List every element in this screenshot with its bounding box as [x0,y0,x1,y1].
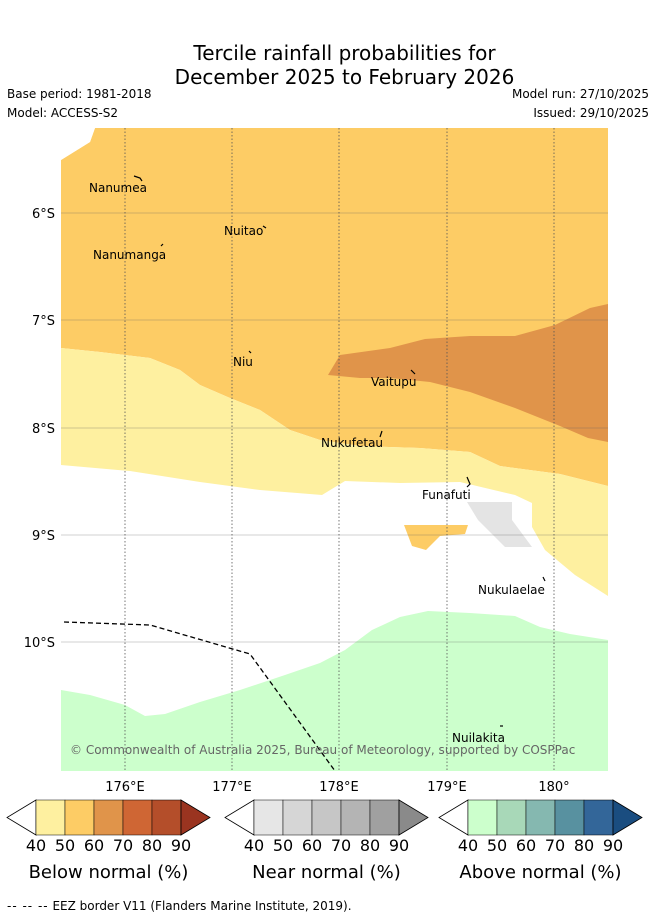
colorbar-above-segment [467,799,498,836]
eez-border [63,621,336,771]
chart-title-line1: Tercile rainfall probabilities for [193,41,496,65]
colorbar-label-above: Above normal (%) [459,862,622,883]
colorbar-above-tick: 40 [457,836,479,855]
colorbar-above-segment [496,799,527,836]
colorbar-label-near: Near normal (%) [252,862,401,883]
colorbars [6,799,643,836]
place-nuilakita: Nuilakita [452,731,505,745]
island-marks [133,175,546,727]
eez-legend-symbol: -- -- -- [7,899,49,913]
colorbar-above-segment [525,799,556,836]
lat-label-9s: 9°S [32,529,55,544]
colorbar-near-tick: 90 [388,836,410,855]
colorbar-below-min-extension [6,799,37,836]
place-nanumanga: Nanumanga [93,248,166,262]
colorbar-below-segment [151,799,182,836]
colorbar-above-max-extension [612,799,643,836]
base-period: Base period: 1981-2018 [7,87,152,101]
chart-title-line2: December 2025 to February 2026 [174,65,515,89]
colorbar-above-tick: 80 [573,836,595,855]
lon-gridlines [124,128,555,771]
colorbar-above-tick: 70 [544,836,566,855]
colorbar-near-max-extension [398,799,429,836]
colorbar-near-min-extension [224,799,255,836]
place-nukufetau: Nukufetau [321,436,383,450]
colorbar-below-max-extension [180,799,211,836]
lat-labels: 6°S 7°S 8°S 9°S 10°S [24,207,55,651]
colorbar-near-tick: 70 [330,836,352,855]
colorbar-below-segment [93,799,124,836]
colorbar-below-segment [122,799,153,836]
region-near-normal-40 [467,502,532,547]
colorbar-below-tick: 80 [141,836,163,855]
place-nanumea: Nanumea [89,181,147,195]
lat-label-6s: 6°S [32,207,55,222]
colorbar-below-tick: 40 [25,836,47,855]
copyright-notice: © Commonwealth of Australia 2025, Bureau… [70,743,575,757]
place-funafuti: Funafuti [422,488,471,502]
colorbar-near-segment [282,799,313,836]
colorbar-below-tick: 60 [83,836,105,855]
colorbar-near-segment [253,799,284,836]
model-name: Model: ACCESS-S2 [7,106,119,120]
place-niu: Niu [233,355,253,369]
lon-label-179e: 179°E [427,780,467,795]
lon-label-178e: 178°E [319,780,359,795]
lat-label-7s: 7°S [32,314,55,329]
place-nuitao: Nuitao [224,224,263,238]
colorbar-label-below: Below normal (%) [28,862,189,883]
colorbar-below-tick: 90 [170,836,192,855]
colorbar-above-min-extension [438,799,469,836]
place-nukulaelae: Nukulaelae [478,583,545,597]
colorbar-above-tick: 60 [515,836,537,855]
eez-legend: -- -- -- EEZ border V11 (Flanders Marine… [7,899,352,913]
colorbar-near-tick: 80 [359,836,381,855]
colorbar-near-segment [311,799,342,836]
region-below-normal-40 [61,348,608,596]
lat-label-8s: 8°S [32,422,55,437]
region-above-normal-40 [61,611,608,771]
model-run: Model run: 27/10/2025 [511,87,649,101]
colorbar-near-tick: 40 [243,836,265,855]
colorbar-above-tick: 50 [486,836,508,855]
colorbar-near-tick: 50 [272,836,294,855]
lat-label-10s: 10°S [24,636,55,651]
region-below-normal-40-patch [404,525,468,550]
colorbar-near-segment [369,799,400,836]
colorbar-near-tick: 60 [301,836,323,855]
colorbar-above-tick: 90 [602,836,624,855]
lon-label-180: 180° [538,780,569,795]
place-vaitupu: Vaitupu [371,375,417,389]
colorbar-below-segment [35,799,66,836]
colorbar-below-tick: 70 [112,836,134,855]
colorbar-below-segment [64,799,95,836]
issued-date: Issued: 29/10/2025 [533,106,649,120]
lon-label-177e: 177°E [212,780,252,795]
lon-labels: 176°E 177°E 178°E 179°E 180° [105,780,569,795]
colorbar-above-segment [554,799,585,836]
eez-legend-text: EEZ border V11 (Flanders Marine Institut… [52,899,352,913]
lat-gridlines [61,212,608,643]
lon-label-176e: 176°E [105,780,145,795]
colorbar-above-segment [583,799,614,836]
region-below-normal-50 [61,128,608,486]
colorbar-below-tick: 50 [54,836,76,855]
colorbar-near-segment [340,799,371,836]
rainfall-map: Nanumea Nuitao Nanumanga Niu Vaitupu Nuk… [24,128,608,795]
region-below-normal-60 [328,304,608,442]
region-no-data [61,128,95,160]
